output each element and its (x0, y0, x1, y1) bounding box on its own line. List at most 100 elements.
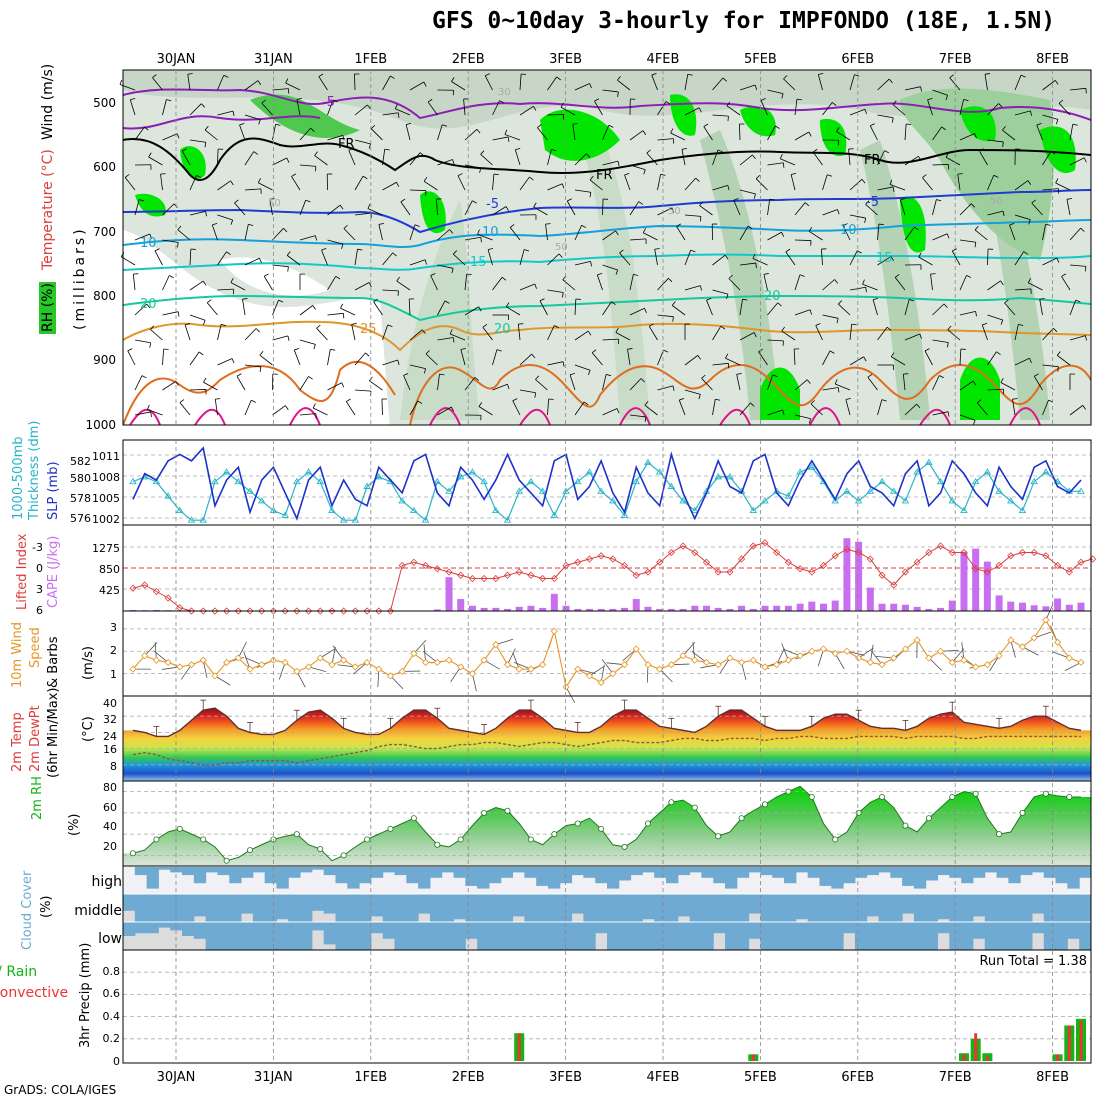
wind10-barb (1010, 639, 1016, 658)
wind-barb-flag (777, 302, 782, 307)
wind-barb-flag (144, 126, 149, 131)
wind-barb-shaft (160, 174, 163, 191)
lifted-index-point (773, 548, 781, 557)
wind-barb-flag (827, 174, 833, 177)
cloud-bar-middle (972, 894, 986, 917)
wind-barb-flag (672, 316, 674, 322)
wind-barb-flag (752, 154, 756, 160)
lifted-index-point (808, 568, 816, 576)
cloud-bar-high (547, 867, 561, 889)
wind-barb-shaft (408, 299, 411, 316)
wind-barb-flag (515, 147, 521, 151)
wind-barb-flag (257, 178, 261, 183)
wind-barb-flag (671, 301, 676, 306)
wind-barb-flag (230, 277, 234, 283)
wind-barb-flag (509, 224, 515, 228)
wind-barb-flag (1084, 335, 1088, 341)
date-label-bottom-4FEB: 4FEB (647, 1070, 680, 1085)
wind-barb-flag (182, 148, 187, 152)
wind-barb-flag (314, 235, 318, 241)
cloud-bar-high (394, 867, 407, 876)
wind-barb-shaft (134, 339, 151, 344)
wind-barb-shaft (767, 339, 784, 342)
wind-barb-shaft (1069, 405, 1084, 416)
cloud-unit: (%) (39, 896, 54, 919)
cape-panel-labels: Lifted Index CAPE (J/kg) -3 0 3 6 1275 8… (15, 533, 120, 617)
wind10-speed-point (211, 672, 219, 680)
cape-bar (808, 601, 816, 611)
wind-barb-flag (695, 177, 700, 182)
cloud-bar-middle (772, 894, 785, 922)
wind10-barb (422, 651, 438, 663)
wind-barb-flag (946, 233, 950, 239)
wind-barb-shaft (822, 279, 835, 291)
wind-barb-shaft (867, 376, 878, 391)
cloud-bar-low (536, 922, 549, 950)
wind-barb-shaft (932, 233, 948, 241)
cloud-bar-high (807, 867, 820, 878)
wind-barb-flag (890, 352, 895, 357)
cloud-bar-low (146, 922, 159, 934)
wind-barb-flag (179, 399, 185, 403)
wind10-speed-point (585, 672, 594, 680)
cloud-bar-low (323, 922, 336, 945)
lifted-index-point (972, 565, 980, 573)
precip-convective-bar (962, 1054, 966, 1061)
wind-barb-flag (979, 148, 985, 152)
rh2m-point (504, 807, 511, 814)
wind-barb-flag (927, 97, 933, 101)
wind-barb-shaft (1014, 214, 1031, 221)
cloud-bar-middle (311, 894, 325, 911)
lifted-index-label: Lifted Index (15, 533, 30, 610)
wind-barb-shaft (1014, 251, 1025, 266)
wind-barb-shaft (509, 227, 521, 241)
wind-barb-shaft (464, 306, 479, 316)
wind-barb-shaft (739, 84, 756, 91)
wind-barb-shaft (177, 229, 191, 241)
wind-barb-flag (1054, 80, 1059, 85)
wind-barb-shaft (987, 388, 1004, 391)
wind-barb-shaft (739, 299, 743, 316)
wind-barb-shaft (1014, 357, 1030, 366)
wind10-speed-point (855, 654, 863, 662)
wind-barb-flag (643, 169, 646, 175)
wind-barb-flag (460, 348, 466, 350)
wind-barb-shaft (189, 389, 207, 391)
wind-barb-flag (567, 198, 572, 202)
wind10-barb (870, 650, 883, 665)
wind-barb-shaft (987, 175, 995, 191)
wind-barb-shaft (409, 81, 425, 91)
wind-barb-shaft (574, 189, 591, 193)
wind-barb-flag (1056, 351, 1061, 356)
cloud-bar-high (972, 867, 986, 878)
wind-barb-flag (791, 173, 797, 175)
wind-barb-shaft (780, 158, 796, 166)
date-label-top-6FEB: 6FEB (841, 52, 874, 67)
wind-barb-shaft (959, 133, 975, 141)
wind10-label-2: Speed (28, 627, 43, 668)
wind10-barb (589, 665, 605, 677)
lifted-index-point (234, 607, 242, 615)
date-label-top-7FEB: 7FEB (939, 52, 972, 67)
wind-barb-flag (255, 328, 260, 333)
wind-barb-shaft (478, 406, 493, 416)
wind-barb-shaft (1069, 299, 1077, 316)
wind-barb-shaft (119, 84, 136, 91)
cloud-bar-low (559, 922, 573, 950)
wind-barb-shaft (211, 224, 218, 241)
wind-barb-flag (1080, 227, 1085, 232)
wind-barb-shaft (739, 332, 755, 341)
wind-barb-shaft (484, 75, 493, 91)
wind-barb-shaft (1061, 276, 1071, 291)
wind-barb-shaft (932, 164, 949, 166)
cape-bar (574, 608, 582, 611)
wind-barb-shaft (244, 257, 260, 266)
wind-barb-flag (1009, 223, 1015, 226)
wind-barb-flag (558, 253, 563, 258)
temp2m-label-2: 2m DewPt (28, 705, 43, 772)
cloud-bar-low (300, 922, 313, 950)
cape-bar (492, 607, 500, 611)
rh2m-fill (123, 786, 1091, 866)
wind-barb-flag (339, 204, 344, 210)
wind-barb-shaft (987, 103, 999, 116)
